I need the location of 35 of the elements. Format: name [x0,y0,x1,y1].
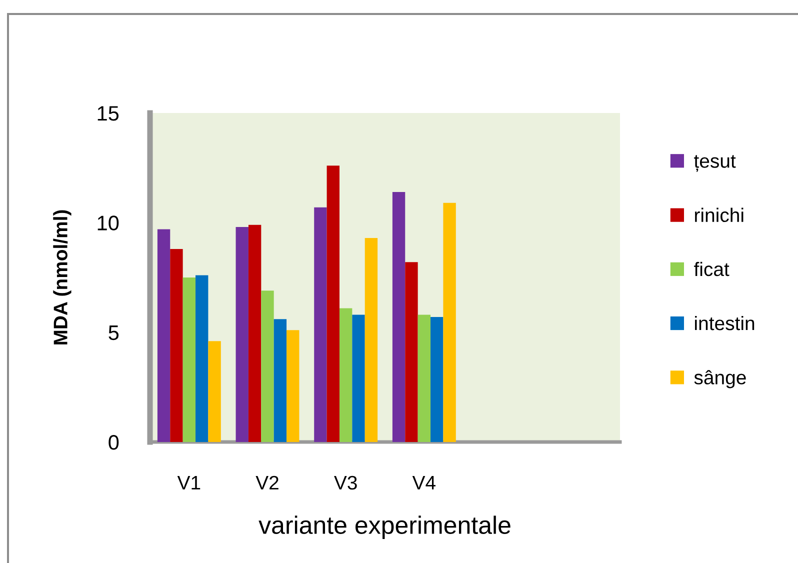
bar [339,308,352,442]
bar [392,192,406,442]
bar [236,227,248,442]
bar [208,341,221,442]
legend-label: ficat [694,262,730,276]
bar [418,314,431,442]
bar [405,262,418,442]
y-tick-label: 15 [98,106,119,121]
bar [248,224,262,442]
x-tick-label: V4 [412,476,436,490]
bar [352,314,365,442]
x-tick-label: V1 [177,476,200,490]
legend-label: țesut [694,155,736,172]
x-axis-title: variante experimentale [258,516,510,539]
y-tick-label: 0 [108,435,119,450]
y-axis-title: MDA (nmol/ml) [53,210,72,344]
bar [261,290,274,442]
y-tick-label: 10 [98,216,119,230]
bar [326,166,340,442]
legend-label: rinichi [695,208,744,222]
y-tick-label: 5 [108,326,119,340]
legend-label: intestin [695,316,754,330]
bar [364,238,378,442]
bar [314,207,327,442]
bar [170,248,183,442]
x-tick-label: V3 [334,476,357,490]
bar [157,229,170,442]
bar [430,316,444,442]
bar [274,319,287,442]
bar [182,278,196,442]
bar [196,275,208,442]
bar [286,330,300,442]
x-tick-label: V2 [256,476,278,490]
legend-label: sânge [694,370,746,388]
bar [443,202,456,442]
